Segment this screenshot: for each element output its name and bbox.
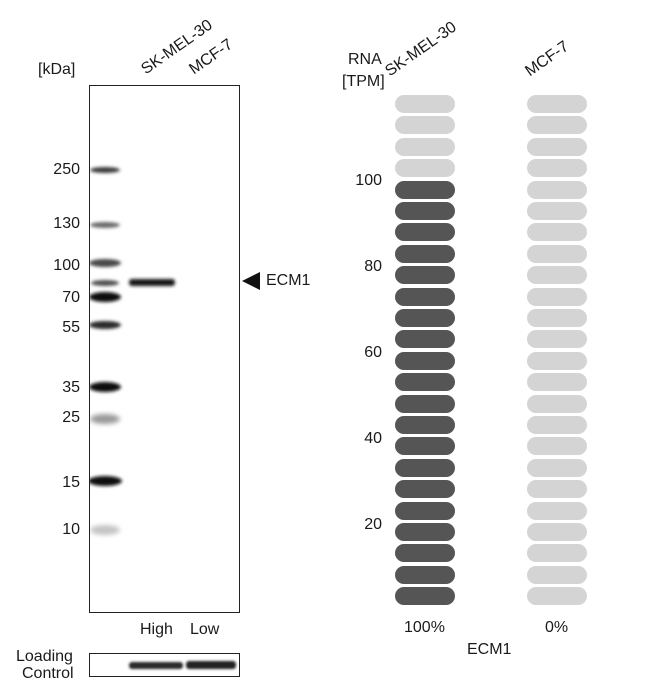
rna-gene-label: ECM1 [467, 641, 512, 658]
rna-pill [395, 394, 455, 413]
rna-pill [395, 116, 455, 135]
rna-pill [527, 95, 587, 113]
rna-header-line1: RNA [348, 51, 382, 68]
sample-band-sk-mel-30 [129, 279, 175, 286]
rna-pill [527, 137, 587, 156]
ladder-band-130 [90, 222, 120, 228]
marker-label-130: 130 [53, 215, 80, 232]
rna-pill [395, 544, 455, 563]
rna-pill [527, 287, 587, 306]
ladder-band-80 [91, 280, 119, 286]
rna-pill [395, 587, 455, 606]
rna-pill [527, 180, 587, 199]
rna-pill [527, 244, 587, 263]
rna-pill [527, 223, 587, 242]
ladder-band-250 [90, 167, 120, 173]
marker-label-15: 15 [62, 474, 80, 491]
marker-label-25: 25 [62, 409, 80, 426]
rna-scale-tick-20: 20 [364, 516, 382, 533]
ladder-band-70 [90, 292, 121, 302]
rna-pill-column-mcf-7 [527, 0, 587, 681]
rna-pill [395, 95, 455, 113]
rna-pill [527, 501, 587, 520]
loading-control-label-line1: Loading [16, 648, 73, 665]
target-arrow-icon [242, 272, 260, 290]
ladder-band-15 [90, 476, 122, 486]
rna-pill-column-sk-mel-30 [395, 0, 455, 681]
rna-scale-tick-100: 100 [355, 172, 382, 189]
rna-pill [527, 116, 587, 135]
rna-scale-tick-40: 40 [364, 430, 382, 447]
rna-pill [395, 244, 455, 263]
expression-label-low: Low [190, 621, 220, 638]
rna-pill [395, 437, 455, 456]
target-label: ECM1 [266, 272, 311, 289]
rna-pill [395, 309, 455, 327]
loading-control-image [89, 653, 240, 677]
rna-pill [527, 309, 587, 327]
rna-pill [527, 587, 587, 606]
rna-pill [527, 565, 587, 584]
rna-pill [527, 523, 587, 541]
marker-label-10: 10 [62, 521, 80, 538]
rna-pill [395, 351, 455, 370]
rna-pill [527, 159, 587, 178]
ladder-band-55 [90, 321, 121, 329]
loading-band-sk-mel-30 [129, 662, 183, 669]
rna-pill [395, 480, 455, 499]
rna-percentage-sk-mel-30: 100% [404, 619, 445, 636]
rna-pill [395, 137, 455, 156]
loading-control-svg [129, 661, 236, 669]
rna-pill [395, 416, 455, 434]
ladder-band-25 [90, 414, 120, 424]
rna-pill [527, 351, 587, 370]
loading-band-mcf-7 [186, 661, 236, 669]
rna-pill [527, 330, 587, 349]
marker-label-70: 70 [62, 289, 80, 306]
ladder-band-35 [90, 382, 121, 392]
rna-header-line2: [TPM] [342, 73, 385, 90]
rna-pill [395, 458, 455, 477]
western-blot-image [89, 85, 240, 613]
kda-unit-label: [kDa] [38, 61, 76, 78]
rna-percentage-mcf-7: 0% [545, 619, 569, 636]
rna-pill [395, 223, 455, 242]
rna-pill [395, 373, 455, 392]
ladder-band-10 [90, 525, 120, 535]
rna-pill [527, 373, 587, 392]
ladder-band-100 [90, 259, 121, 267]
rna-pill [527, 458, 587, 477]
rna-scale-tick-60: 60 [364, 344, 382, 361]
rna-pill [527, 480, 587, 499]
rna-pill [527, 202, 587, 220]
rna-pill [395, 565, 455, 584]
rna-pill [527, 437, 587, 456]
rna-pill [527, 394, 587, 413]
marker-label-100: 100 [53, 257, 80, 274]
rna-pill [395, 159, 455, 178]
loading-control-label-line2: Control [22, 665, 74, 682]
rna-pill [395, 330, 455, 349]
rna-pill [395, 202, 455, 220]
blot-svg [90, 167, 175, 535]
rna-pill [395, 523, 455, 541]
expression-label-high: High [140, 621, 173, 638]
rna-pill [527, 416, 587, 434]
marker-label-35: 35 [62, 379, 80, 396]
rna-pill [395, 266, 455, 285]
marker-label-250: 250 [53, 161, 80, 178]
rna-pill [395, 501, 455, 520]
rna-pill [527, 544, 587, 563]
rna-pill [527, 266, 587, 285]
rna-pill [395, 287, 455, 306]
marker-label-55: 55 [62, 319, 80, 336]
rna-pill [395, 180, 455, 199]
rna-scale-tick-80: 80 [364, 258, 382, 275]
